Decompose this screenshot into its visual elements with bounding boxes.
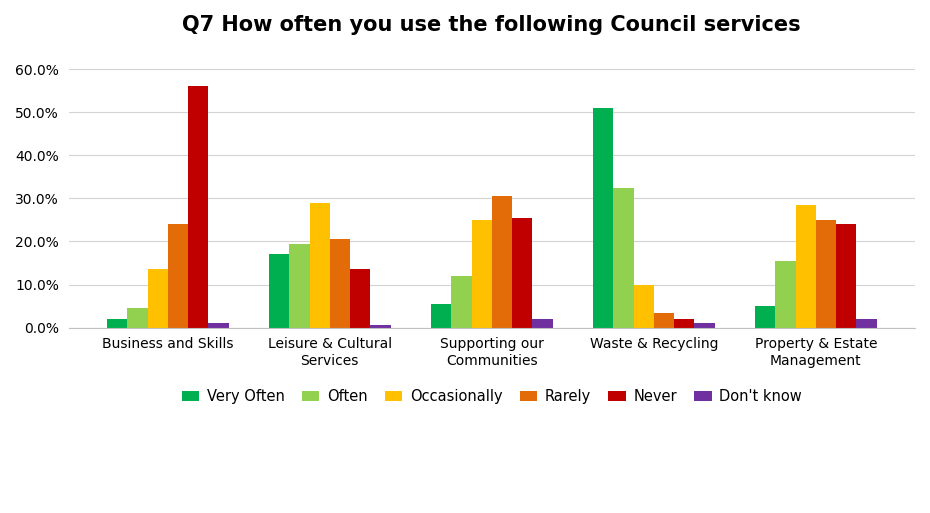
Bar	[431, 304, 451, 328]
Bar	[208, 323, 229, 328]
Bar	[188, 86, 208, 328]
Bar	[532, 319, 552, 328]
Bar	[472, 220, 492, 328]
Bar	[350, 269, 370, 328]
Bar	[816, 220, 836, 328]
Bar	[492, 196, 512, 328]
Bar	[330, 239, 350, 328]
Bar	[370, 325, 391, 328]
Bar	[776, 261, 795, 328]
Bar	[512, 218, 532, 328]
Bar	[836, 224, 857, 328]
Bar	[674, 319, 695, 328]
Bar	[107, 319, 127, 328]
Title: Q7 How often you use the following Council services: Q7 How often you use the following Counc…	[182, 15, 801, 35]
Bar	[167, 224, 188, 328]
Bar	[310, 203, 330, 328]
Bar	[857, 319, 877, 328]
Bar	[695, 323, 714, 328]
Bar	[633, 285, 654, 328]
Bar	[654, 312, 674, 328]
Bar	[269, 254, 289, 328]
Bar	[127, 308, 148, 328]
Bar	[755, 306, 776, 328]
Bar	[451, 276, 472, 328]
Bar	[289, 244, 310, 328]
Bar	[795, 205, 816, 328]
Bar	[148, 269, 167, 328]
Legend: Very Often, Often, Occasionally, Rarely, Never, Don't know: Very Often, Often, Occasionally, Rarely,…	[176, 383, 807, 410]
Bar	[613, 188, 633, 328]
Bar	[593, 108, 613, 328]
